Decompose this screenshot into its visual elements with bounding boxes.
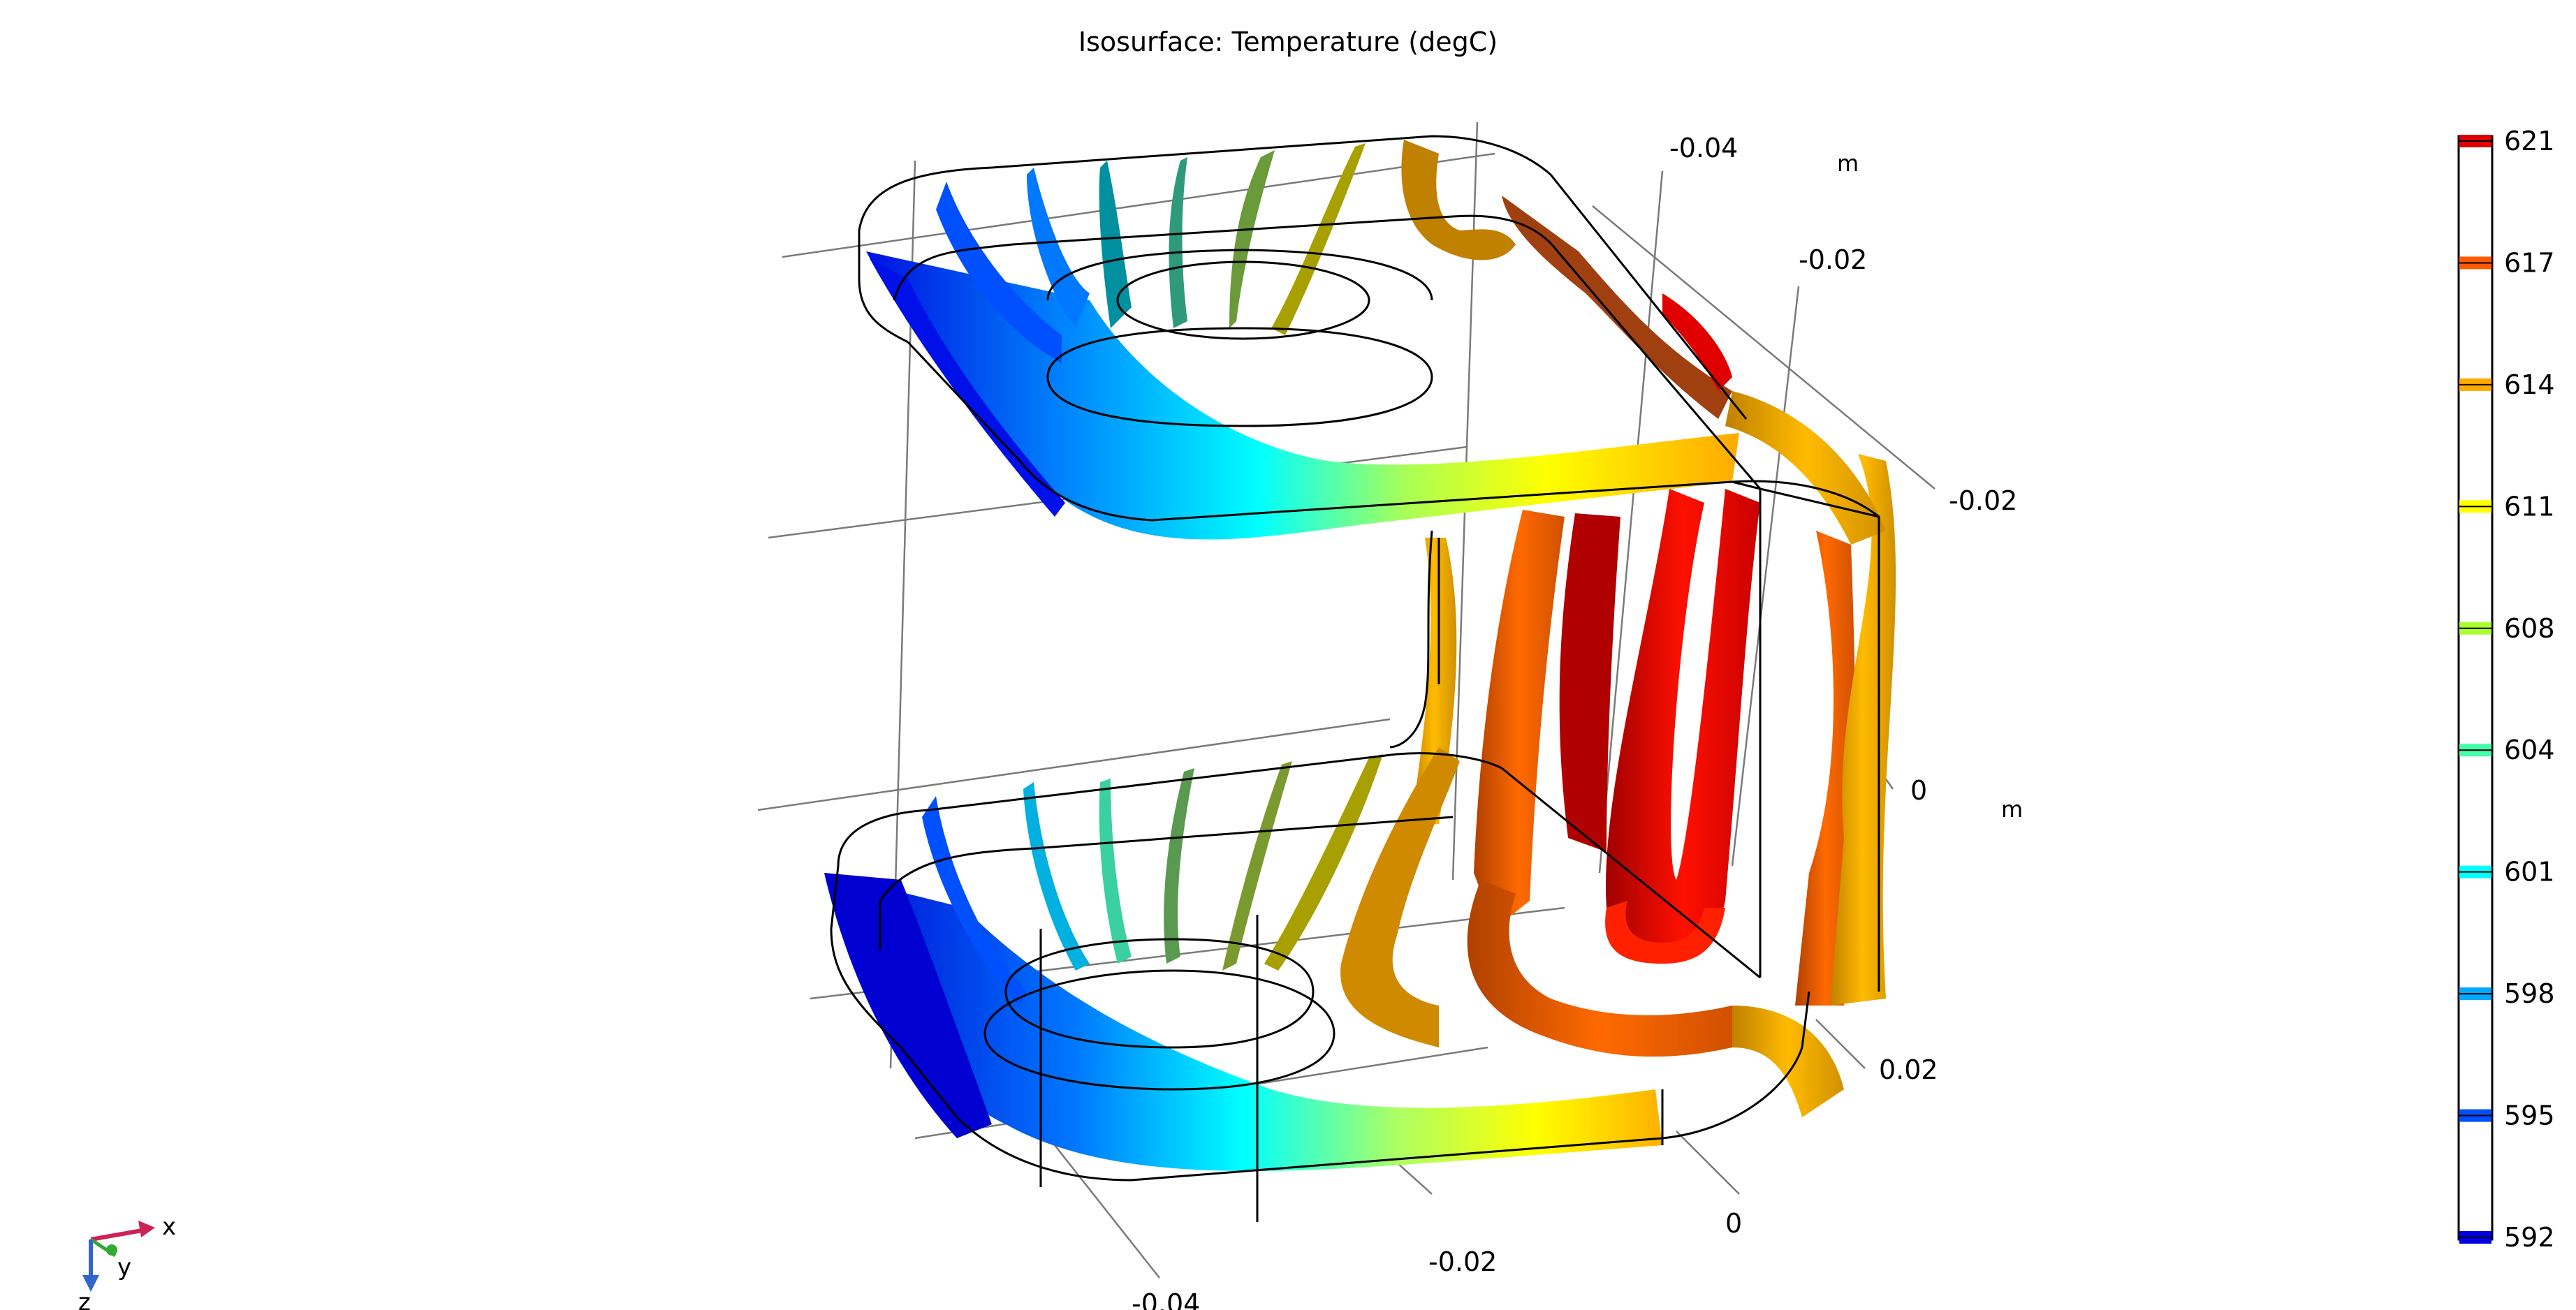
top-olive-fin xyxy=(1271,143,1366,335)
bottom-cyan-fin xyxy=(1023,782,1090,971)
bottom-orange-loop xyxy=(1467,880,1732,1057)
bottom-gold-loop xyxy=(1340,747,1460,1047)
top-right-gold-corner xyxy=(1725,391,1886,545)
top-cyan-fin xyxy=(1099,161,1132,328)
red-vertical-tube-left xyxy=(1559,513,1620,852)
top-green-fin xyxy=(1229,150,1275,328)
bottom-right-gold-corner xyxy=(1732,1006,1844,1117)
bottom-teal-fin xyxy=(1099,779,1132,964)
x-tick-label: -0.02 xyxy=(1428,1246,1497,1277)
top-ring-band xyxy=(866,251,1739,540)
geometry-outline xyxy=(830,135,1880,1222)
top-ring-isosurfaces xyxy=(866,140,1886,545)
plot-title: Isosurface: Temperature (degC) xyxy=(1078,27,1498,57)
bottom-green-fin xyxy=(1164,768,1194,964)
orientation-triad: x y z xyxy=(78,1213,176,1310)
axis-labels: -0.04 -0.02 m -0.02 0 0.02 m -0.04 -0.02… xyxy=(1132,133,2023,1310)
x-tick-label: -0.04 xyxy=(1132,1288,1200,1310)
triad-z-arrowhead xyxy=(82,1275,99,1292)
top-blue-fin-left xyxy=(870,258,1065,517)
bottom-olive-fin xyxy=(1222,761,1292,971)
z-tick-label: 0 xyxy=(1910,775,1927,806)
top-blue-fin-2 xyxy=(936,182,1062,363)
bottom-ring-band xyxy=(824,873,1662,1172)
z-axis-unit: m xyxy=(2001,796,2023,823)
top-gold-loop xyxy=(1401,140,1516,260)
top-brown-loop xyxy=(1502,196,1732,419)
orange-vertical-tube-left xyxy=(1474,510,1565,929)
top-red-tip xyxy=(1662,293,1732,391)
x-tick-label: 0 xyxy=(1725,1208,1742,1239)
y-tick-label: -0.02 xyxy=(1799,244,1867,275)
top-blue-fin-3 xyxy=(1027,168,1090,328)
triad-x-arrowhead xyxy=(138,1221,155,1237)
bottom-blue-block xyxy=(824,873,992,1138)
z-tick-label: 0.02 xyxy=(1879,1054,1938,1085)
bottom-ring-isosurfaces xyxy=(824,747,1844,1172)
triad-y-label: y xyxy=(117,1253,131,1281)
y-axis-unit: m xyxy=(1837,150,1859,177)
triad-origin xyxy=(106,1244,117,1256)
bottom-red-loop xyxy=(1605,901,1725,964)
red-u-tube xyxy=(1606,489,1760,955)
bottom-blue-fin-2 xyxy=(922,796,1027,1006)
triad-z-label: z xyxy=(78,1288,91,1310)
top-teal-fin xyxy=(1169,157,1187,328)
z-tick-label: -0.02 xyxy=(1949,485,2017,516)
y-tick-label: -0.04 xyxy=(1669,133,1738,163)
bottom-olive-fin-2 xyxy=(1264,754,1383,971)
triad-x-label: x xyxy=(162,1213,176,1241)
